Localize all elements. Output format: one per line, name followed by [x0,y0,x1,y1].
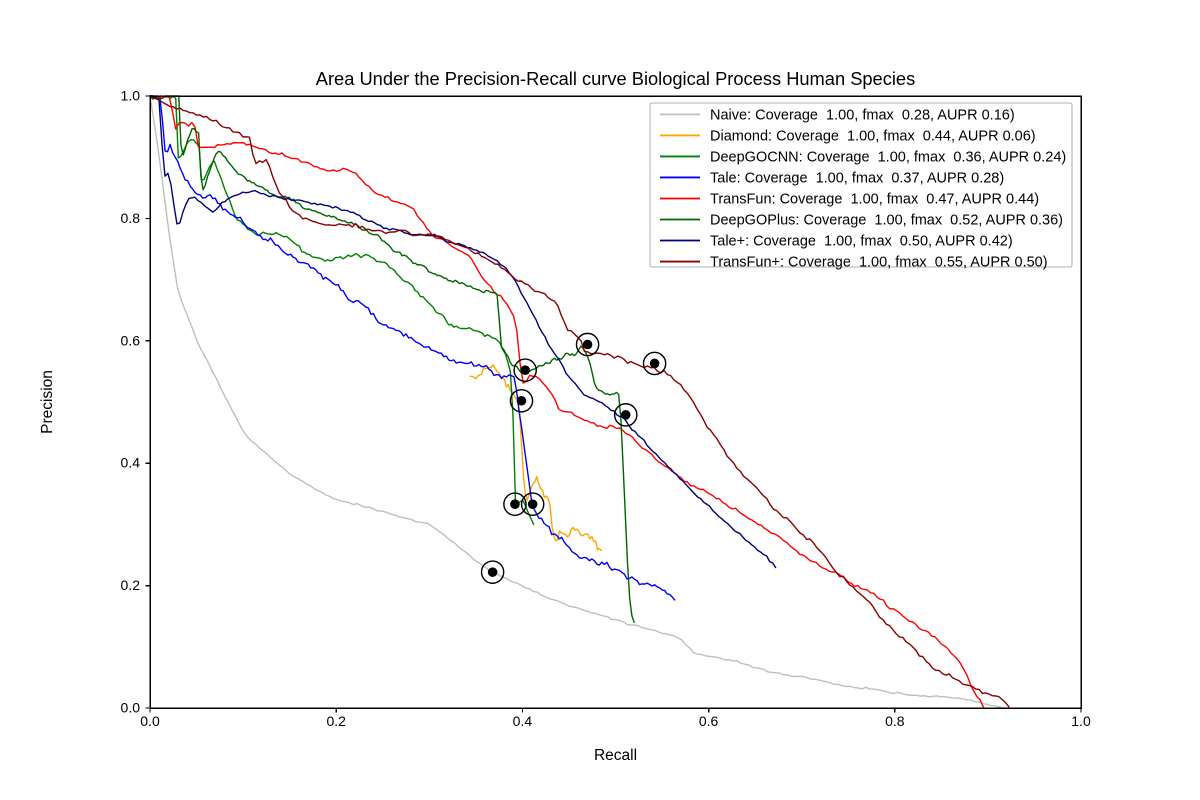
svg-text:Naive: Coverage 1.00, fmax 0: Naive: Coverage 1.00, fmax 0.28, AUPR 0.… [710,107,1015,123]
svg-text:Tale+: Coverage 1.00, fmax 0: Tale+: Coverage 1.00, fmax 0.50, AUPR 0.… [710,234,1013,250]
svg-text:Precision: Precision [39,370,56,434]
svg-text:0.2: 0.2 [121,577,141,593]
svg-text:0.2: 0.2 [326,713,346,729]
svg-text:0.8: 0.8 [121,210,141,226]
svg-text:Tale: Coverage 1.00, fmax 0.: Tale: Coverage 1.00, fmax 0.37, AUPR 0.2… [710,170,1004,186]
svg-text:0.4: 0.4 [513,713,533,729]
svg-text:1.0: 1.0 [1071,713,1091,729]
svg-text:0.6: 0.6 [121,332,141,348]
svg-text:0.8: 0.8 [885,713,905,729]
svg-text:DeepGOPlus: Coverage 1.00, fm: DeepGOPlus: Coverage 1.00, fmax 0.52, AU… [710,213,1063,229]
svg-text:0.6: 0.6 [699,713,719,729]
svg-text:1.0: 1.0 [121,88,141,104]
svg-text:0.0: 0.0 [140,713,160,729]
svg-text:Diamond: Coverage 1.00, fmax: Diamond: Coverage 1.00, fmax 0.44, AUPR … [710,128,1036,144]
svg-text:0.0: 0.0 [121,700,141,716]
svg-text:Recall: Recall [594,747,637,764]
svg-text:0.4: 0.4 [121,455,141,471]
svg-text:DeepGOCNN: Coverage 1.00, fma: DeepGOCNN: Coverage 1.00, fmax 0.36, AUP… [710,149,1066,165]
svg-text:Area Under the Precision-Recal: Area Under the Precision-Recall curve Bi… [316,68,916,89]
svg-text:TransFun: Coverage 1.00, fmax: TransFun: Coverage 1.00, fmax 0.47, AUPR… [710,191,1039,207]
svg-text:TransFun+: Coverage 1.00, fma: TransFun+: Coverage 1.00, fmax 0.55, AUP… [710,255,1048,271]
